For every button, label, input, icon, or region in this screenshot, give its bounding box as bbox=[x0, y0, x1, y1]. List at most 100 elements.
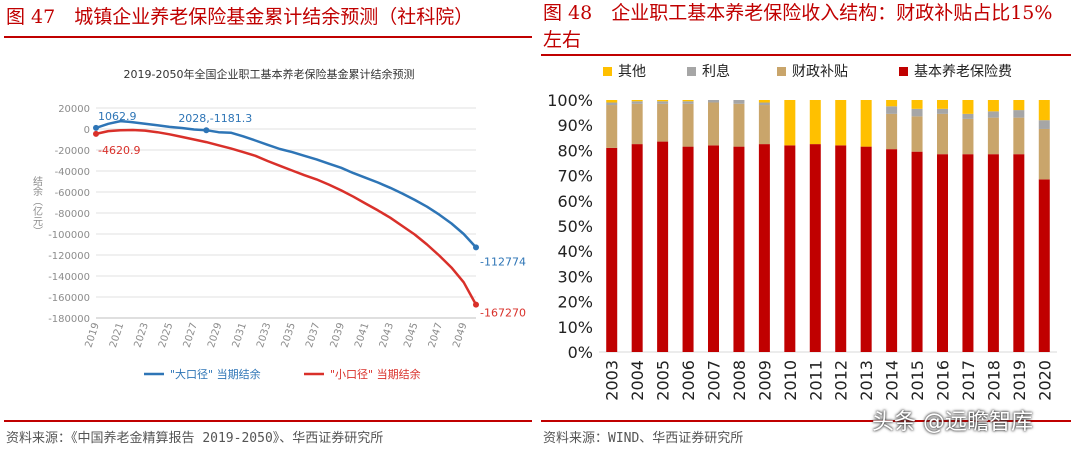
y-tick-label: 20% bbox=[557, 293, 593, 312]
bar-segment bbox=[606, 147, 618, 352]
bar-segment bbox=[708, 100, 719, 103]
bar-segment bbox=[962, 118, 974, 155]
bar-segment bbox=[962, 154, 974, 352]
x-tick-label: 2020 bbox=[1035, 360, 1054, 401]
bar-segment bbox=[682, 103, 694, 147]
x-tick-label: 2015 bbox=[908, 360, 927, 401]
x-tick-label: 2016 bbox=[934, 360, 953, 401]
bar-segment bbox=[987, 117, 999, 155]
y-tick-label: -20000 bbox=[55, 146, 90, 157]
y-tick-label: -180000 bbox=[48, 314, 90, 325]
bar-segment bbox=[1038, 128, 1050, 180]
x-tick-label: 2029 bbox=[206, 322, 224, 350]
bar-segment bbox=[962, 100, 974, 114]
bar-segment bbox=[1038, 100, 1050, 121]
x-tick-label: 2047 bbox=[427, 322, 445, 350]
x-tick-label: 2012 bbox=[832, 360, 851, 401]
x-tick-label: 2018 bbox=[984, 360, 1003, 401]
bar-segment bbox=[1038, 120, 1050, 129]
y-tick-label: 0% bbox=[568, 343, 593, 362]
x-tick-label: 2008 bbox=[730, 360, 749, 401]
bar-segment bbox=[758, 144, 770, 352]
bar-segment bbox=[657, 141, 669, 352]
x-tick-label: 2009 bbox=[755, 360, 774, 401]
bar-segment bbox=[606, 100, 618, 103]
bar-segment bbox=[886, 113, 898, 150]
y-tick-label: 70% bbox=[557, 167, 593, 186]
legend-label: "大口径" 当期结余 bbox=[170, 367, 261, 381]
fund-balance-line-chart: 2019-2050年全国企业职工基本养老保险基金累计结余预测 20000 0 -200… bbox=[31, 67, 526, 381]
y-tick-label: 60% bbox=[557, 192, 593, 211]
y-tick-label: 100% bbox=[547, 91, 593, 110]
series-start-point bbox=[93, 124, 99, 131]
x-tick-label: 2004 bbox=[628, 360, 647, 401]
figure-48-title: 图 48 企业职工基本养老保险收入结构：财政补贴占比15%左右 bbox=[543, 2, 1053, 51]
bar-segment bbox=[962, 113, 974, 119]
x-tick-label: 2035 bbox=[280, 322, 298, 350]
legend-label: "小口径" 当期结余 bbox=[330, 367, 421, 381]
bar-segment bbox=[631, 101, 643, 104]
bar-segment bbox=[733, 146, 745, 352]
x-tick-label: 2037 bbox=[304, 322, 322, 350]
y-tick-label: -160000 bbox=[48, 293, 90, 304]
x-tick-label: 2014 bbox=[883, 360, 902, 401]
x-tick-label: 2033 bbox=[255, 322, 273, 350]
x-tick-label: 2021 bbox=[108, 322, 126, 350]
bar-segment bbox=[682, 146, 694, 352]
y-tick-label: 90% bbox=[557, 116, 593, 135]
bar-segment bbox=[1013, 100, 1025, 111]
y-tick-label: -80000 bbox=[55, 209, 90, 220]
bar-segment bbox=[1013, 117, 1025, 155]
bar-segment bbox=[682, 101, 694, 104]
data-label: -167270 bbox=[480, 307, 526, 320]
bar-segment bbox=[1013, 154, 1025, 352]
bar-segment bbox=[758, 105, 770, 145]
bar-segment bbox=[886, 100, 898, 107]
bar-segment bbox=[911, 100, 923, 109]
bar-segment bbox=[937, 154, 948, 352]
figure-47-source: 资料来源：《中国养老金精算报告 2019-2050》、华西证券研究所 bbox=[6, 431, 384, 446]
x-tick-label: 2005 bbox=[654, 360, 673, 401]
bar-segment bbox=[987, 100, 999, 112]
bar-segment bbox=[987, 154, 999, 352]
x-tick-label: 2019 bbox=[84, 322, 102, 350]
bar-segment bbox=[758, 100, 770, 103]
legend-label: 利息 bbox=[702, 63, 730, 80]
x-tick-label: 2041 bbox=[353, 322, 371, 350]
x-tick-label: 2010 bbox=[781, 360, 800, 401]
legend-swatch bbox=[777, 67, 786, 76]
data-label: 1062.9 bbox=[98, 110, 137, 123]
data-label: -112774 bbox=[480, 255, 526, 268]
bar-segment bbox=[733, 103, 745, 147]
source-rule-right bbox=[541, 420, 1071, 422]
y-tick-label: -60000 bbox=[55, 188, 90, 199]
chart-title: 2019-2050年全国企业职工基本养老保险基金累计结余预测 bbox=[124, 67, 415, 81]
bar-segment bbox=[682, 100, 694, 102]
bar-segment bbox=[657, 100, 669, 102]
x-tick-label: 2019 bbox=[1010, 360, 1029, 401]
x-tick-label: 2006 bbox=[679, 360, 698, 401]
series-start-point bbox=[93, 130, 99, 137]
series-end-point bbox=[473, 244, 479, 251]
bar-segment bbox=[937, 113, 948, 155]
bar-segment bbox=[835, 100, 847, 146]
x-tick-label: 2011 bbox=[806, 360, 825, 401]
series-line-large-caliber bbox=[95, 119, 477, 249]
title-rule-right bbox=[541, 54, 1071, 56]
annotated-point bbox=[203, 127, 210, 134]
x-tick-label: 2043 bbox=[378, 322, 396, 350]
x-tick-label: 2003 bbox=[603, 360, 622, 401]
bar-segment bbox=[784, 145, 796, 352]
x-tick-label: 2025 bbox=[157, 322, 175, 350]
revenue-structure-stacked-bar-chart: 其他 利息 财政补贴 基本养老保险费 0% 10% 20% 30% 40% 50% 60% 70% 80… bbox=[547, 63, 1057, 401]
source-rule-left bbox=[4, 420, 532, 422]
figure-47-title: 图 47 城镇企业养老保险基金累计结余预测（社科院） bbox=[6, 6, 474, 28]
bar-segment bbox=[657, 101, 669, 104]
x-tick-label: 2007 bbox=[705, 360, 724, 401]
bar-segment bbox=[631, 100, 643, 102]
bar-segment bbox=[1013, 110, 1025, 118]
bar-segment bbox=[1038, 179, 1050, 352]
data-label: 2028,-1181.3 bbox=[178, 112, 252, 125]
x-tick-label: 2031 bbox=[231, 322, 249, 350]
figure-48-source: 资料来源：WIND、华西证券研究所 bbox=[543, 431, 744, 446]
